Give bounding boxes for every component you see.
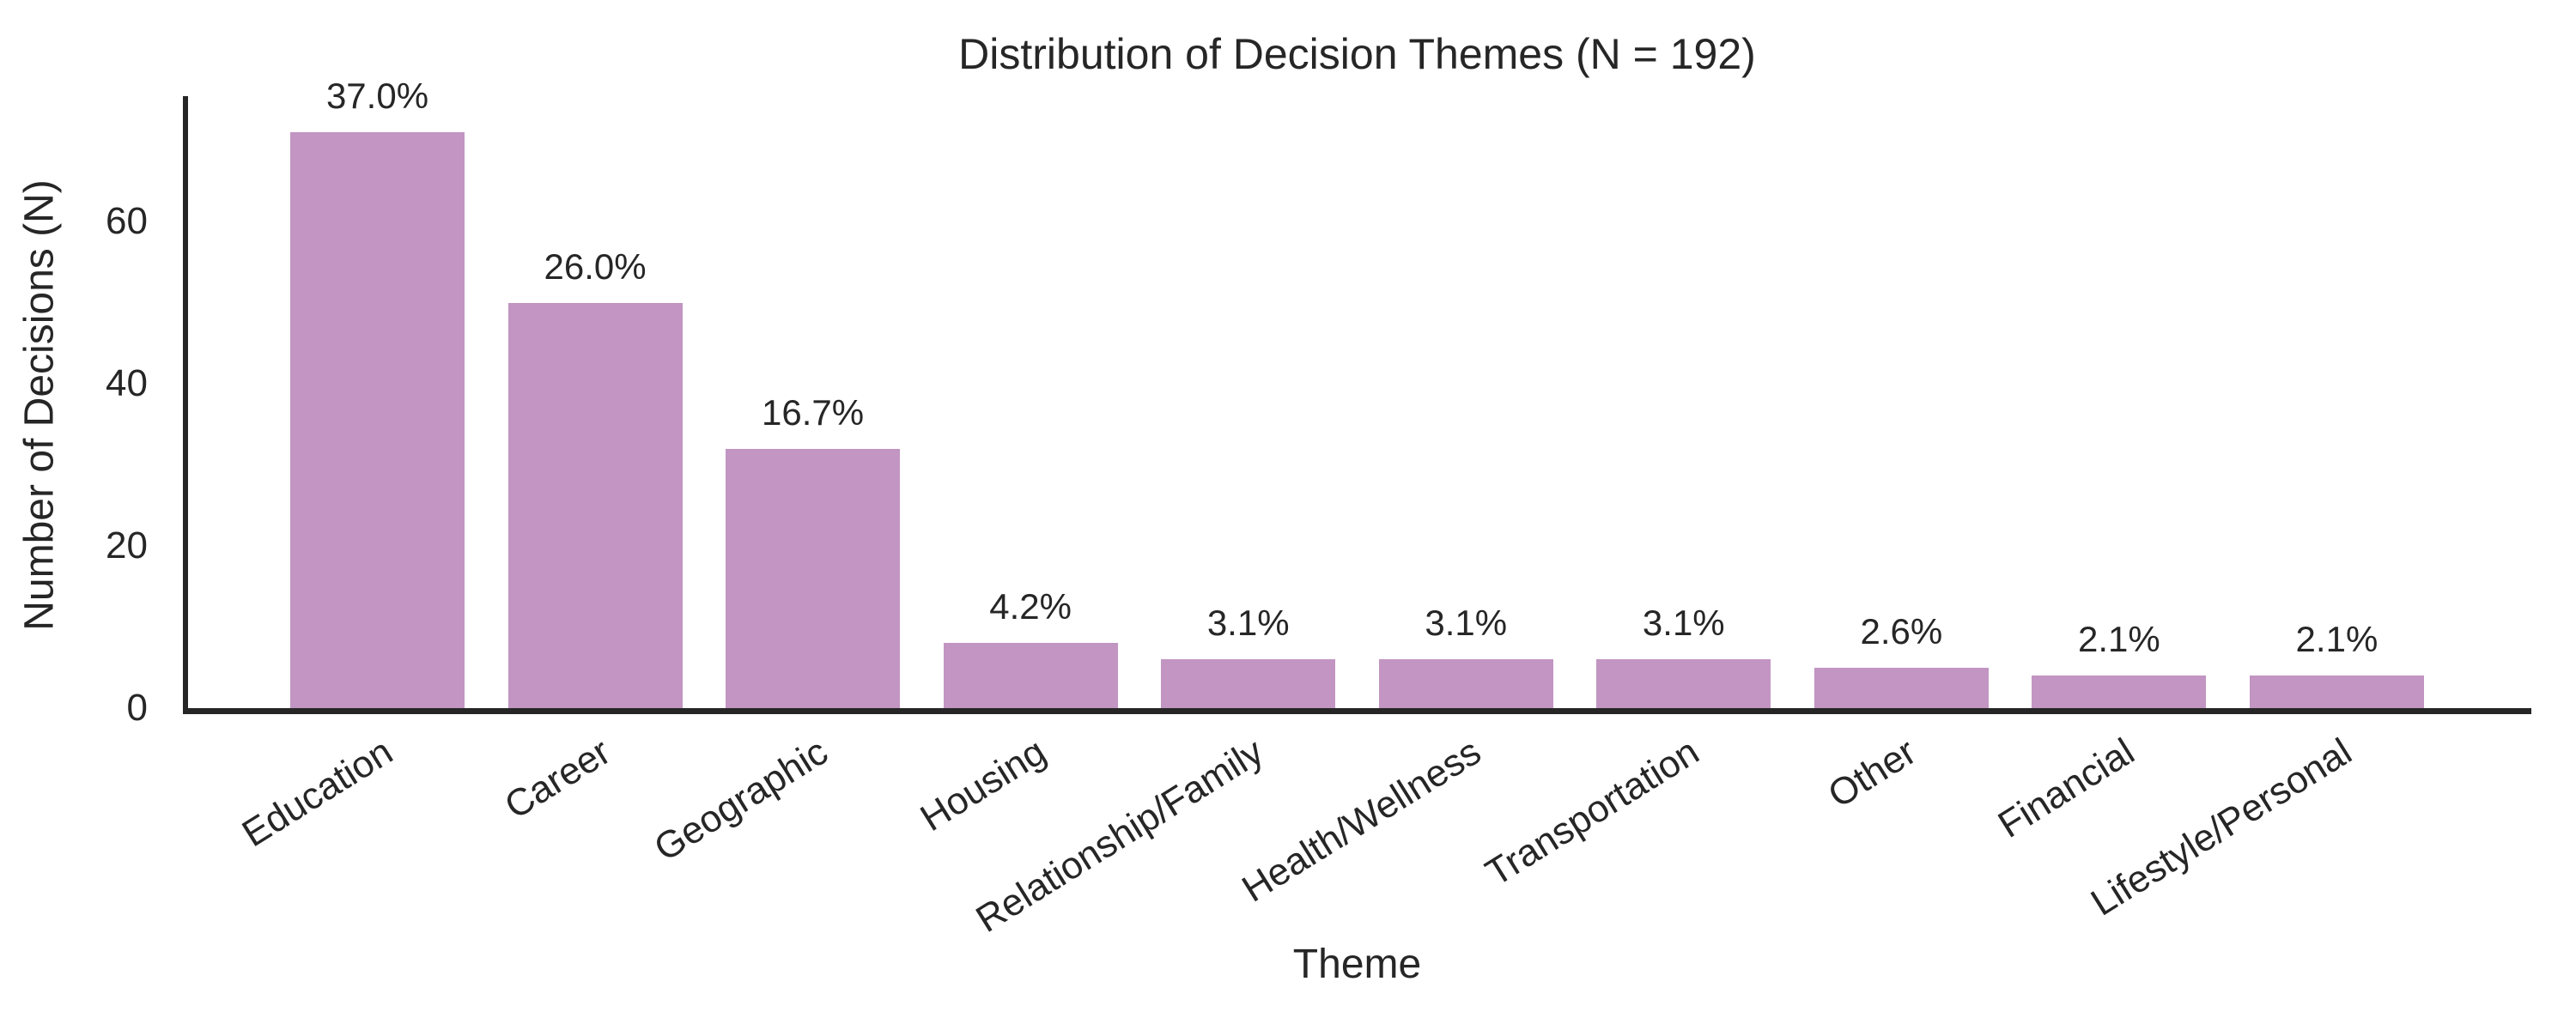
bar-value-label: 3.1%: [1425, 603, 1508, 643]
plot-area: 37.0% Education 26.0% Career 16.7% Geographic…: [183, 76, 2531, 941]
bar: [726, 449, 901, 708]
bar-value-label: 3.1%: [1642, 603, 1725, 643]
bar-value-label: 16.7%: [762, 392, 865, 433]
bar-value-label: 4.2%: [989, 586, 1072, 627]
bar-slot-relationship-family: 3.1% Relationship/Family: [969, 96, 1336, 941]
y-tick-label: 0: [126, 687, 148, 729]
bar-value-label: 2.1%: [2078, 619, 2160, 659]
x-tick-label: Housing: [913, 730, 1054, 840]
bar-slot-career: 26.0% Career: [497, 96, 683, 827]
bar-slot-transportation: 3.1% Transportation: [1479, 96, 1771, 894]
bar-slot-health-wellness: 3.1% Health/Wellness: [1235, 96, 1553, 911]
x-tick-label: Transportation: [1478, 730, 1706, 895]
bar: [507, 303, 683, 708]
chart-title: Distribution of Decision Themes (N = 192…: [958, 30, 1756, 78]
bar-value-label: 37.0%: [325, 76, 429, 116]
bar: [290, 132, 465, 708]
bar-value-label: 3.1%: [1206, 603, 1290, 643]
bar-slot-geographic: 16.7% Geographic: [647, 96, 901, 869]
bar: [943, 643, 1118, 708]
y-tick-label: 60: [106, 200, 148, 242]
bar: [1814, 668, 1989, 708]
bar-slot-housing: 4.2% Housing: [913, 96, 1118, 839]
y-tick-label: 20: [106, 524, 148, 566]
bar-value-label: 2.1%: [2295, 619, 2379, 659]
y-tick-label: 40: [106, 362, 148, 404]
x-tick-label: Other: [1821, 730, 1924, 816]
bar: [1596, 659, 1771, 708]
bar-slot-lifestyle-personal: 2.1% Lifestyle/Personal: [2084, 96, 2424, 924]
x-tick-label: Financial: [1990, 730, 2142, 846]
bar: [2249, 676, 2424, 708]
bar: [1378, 659, 1553, 708]
bar-value-label: 2.6%: [1860, 611, 1943, 651]
bar-slot-other: 2.6% Other: [1814, 96, 1989, 816]
bar-slot-financial: 2.1% Financial: [1991, 96, 2207, 846]
x-tick-label: Education: [234, 730, 400, 856]
x-axis-label: Theme: [1292, 942, 1422, 987]
x-tick-label: Health/Wellness: [1235, 730, 1489, 911]
bar: [1161, 659, 1336, 708]
x-tick-label: Career: [496, 730, 618, 827]
x-tick-label: Geographic: [647, 730, 835, 870]
bar-value-label: 26.0%: [544, 246, 647, 287]
bars-container: 37.0% Education 26.0% Career 16.7% Geographic…: [188, 76, 2531, 941]
bar: [2032, 676, 2207, 708]
bar-slot-education: 37.0% Education: [235, 76, 465, 855]
